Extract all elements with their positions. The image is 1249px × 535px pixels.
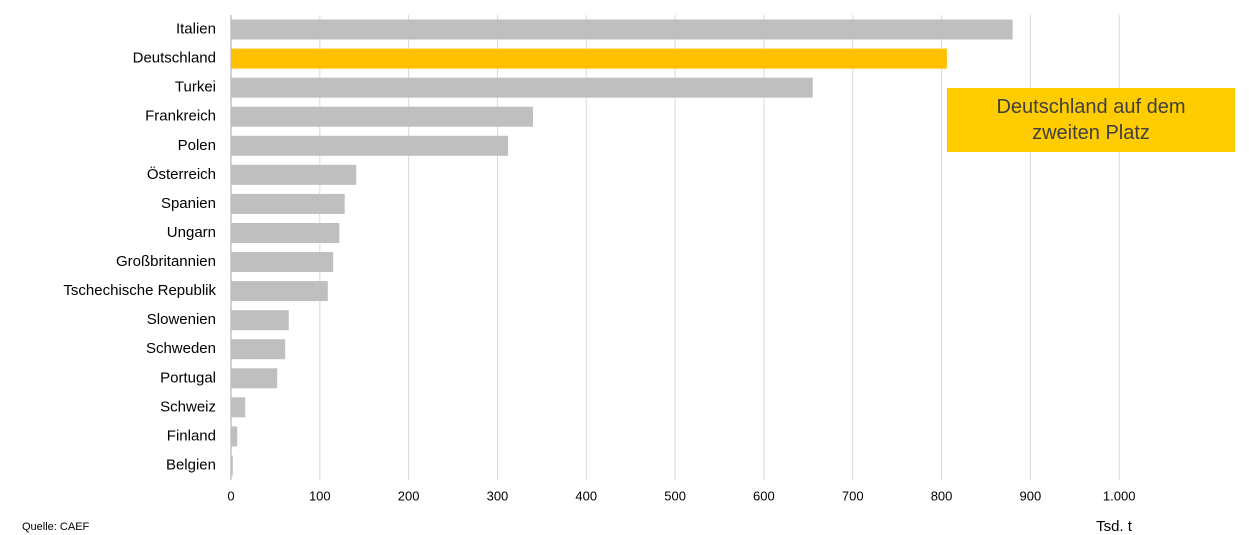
y-tick-label: Belgien	[166, 456, 216, 473]
bar	[231, 397, 246, 418]
y-tick-label: Italien	[176, 21, 216, 38]
y-tick-label: Finland	[167, 427, 216, 444]
x-tick-label: 800	[931, 488, 953, 503]
x-tick-label: 400	[575, 488, 597, 503]
y-tick-label: Tschechische Republik	[63, 282, 216, 299]
y-tick-label: Ungarn	[167, 224, 216, 241]
x-tick-label: 300	[487, 488, 509, 503]
annotation: Deutschland auf dem zweiten Platz	[947, 88, 1235, 152]
x-tick-label: 100	[309, 488, 331, 503]
bar	[231, 77, 813, 98]
bar	[231, 222, 340, 243]
x-tick-label: 700	[842, 488, 864, 503]
bar	[231, 252, 334, 273]
x-axis-label: Tsd. t	[1096, 518, 1133, 535]
bar	[231, 281, 328, 302]
x-tick-label: 0	[227, 488, 234, 503]
y-tick-label: Polen	[178, 137, 216, 154]
y-tick-label: Großbritannien	[116, 253, 216, 270]
bar	[231, 193, 345, 214]
x-tick-label: 600	[753, 488, 775, 503]
bar	[231, 48, 947, 69]
bar	[231, 426, 238, 447]
bar	[231, 339, 286, 360]
y-tick-label: Spanien	[161, 195, 216, 212]
y-tick-label: Österreich	[147, 165, 216, 183]
x-tick-label: 500	[664, 488, 686, 503]
x-tick-label: 900	[1020, 488, 1042, 503]
y-tick-label: Turkei	[175, 79, 216, 96]
source: Quelle: CAEF	[22, 521, 90, 533]
y-tick-label: Deutschland	[133, 50, 216, 67]
bar	[231, 455, 233, 476]
x-tick-label: 1.000	[1103, 488, 1136, 503]
y-tick-label: Frankreich	[145, 108, 216, 125]
bar	[231, 19, 1013, 40]
y-tick-label: Schweden	[146, 340, 216, 357]
bar	[231, 368, 278, 389]
y-tick-label: Slowenien	[147, 311, 216, 328]
bar	[231, 135, 509, 156]
x-tick-label: 200	[398, 488, 420, 503]
bar	[231, 106, 533, 127]
bar	[231, 310, 289, 331]
y-tick-label: Portugal	[160, 369, 216, 386]
bar	[231, 164, 357, 185]
y-tick-label: Schweiz	[160, 398, 216, 415]
